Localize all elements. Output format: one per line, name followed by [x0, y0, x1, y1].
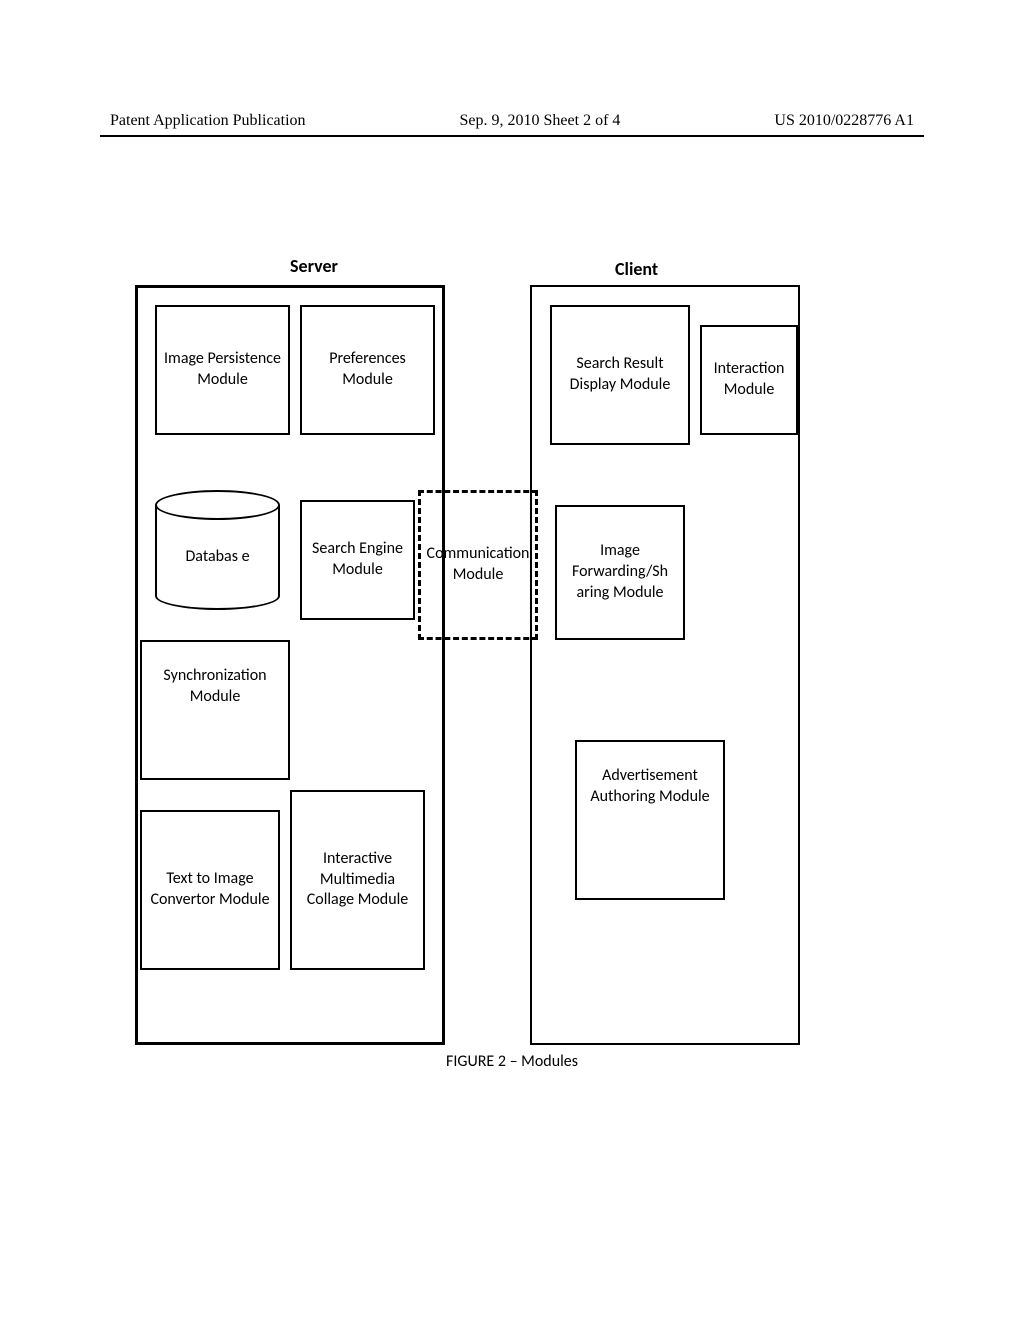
module-label: Image Persistence Module: [161, 349, 284, 391]
module-label: Image Forwarding/Sh aring Module: [561, 541, 679, 603]
module-label: Synchronization Module: [146, 666, 284, 708]
module-label: Communication Module: [421, 544, 535, 586]
collage-module: Interactive Multimedia Collage Module: [290, 790, 425, 970]
module-label: Interactive Multimedia Collage Module: [296, 849, 419, 911]
preferences-module: Preferences Module: [300, 305, 435, 435]
module-label: Text to Image Convertor Module: [146, 869, 274, 911]
text-to-image-module: Text to Image Convertor Module: [140, 810, 280, 970]
header-left: Patent Application Publication: [110, 112, 306, 130]
advertisement-authoring-module: Advertisement Authoring Module: [575, 740, 725, 900]
module-label: Databas e: [185, 547, 249, 566]
communication-module: Communication Module: [418, 490, 538, 640]
header-rule: [100, 135, 924, 137]
header-right: US 2010/0228776 A1: [774, 112, 914, 130]
client-label: Client: [615, 258, 658, 280]
search-engine-module: Search Engine Module: [300, 500, 415, 620]
image-persistence-module: Image Persistence Module: [155, 305, 290, 435]
figure-caption: FIGURE 2 – Modules: [0, 1052, 1024, 1071]
database-top-ellipse: [155, 490, 280, 520]
image-forwarding-module: Image Forwarding/Sh aring Module: [555, 505, 685, 640]
module-label: Advertisement Authoring Module: [581, 766, 719, 808]
page: Patent Application Publication Sep. 9, 2…: [0, 0, 1024, 1320]
module-label: Preferences Module: [306, 349, 429, 391]
search-result-display-module: Search Result Display Module: [550, 305, 690, 445]
module-label: Search Result Display Module: [556, 354, 684, 396]
synchronization-module: Synchronization Module: [140, 640, 290, 780]
header-middle: Sep. 9, 2010 Sheet 2 of 4: [460, 112, 621, 130]
patent-header: Patent Application Publication Sep. 9, 2…: [110, 112, 914, 130]
module-label: Interaction Module: [706, 359, 792, 401]
interaction-module: Interaction Module: [700, 325, 798, 435]
database-cylinder: Databas e: [155, 490, 280, 610]
server-label: Server: [290, 255, 338, 277]
module-label: Search Engine Module: [306, 539, 409, 581]
database-body: Databas e: [155, 505, 280, 610]
